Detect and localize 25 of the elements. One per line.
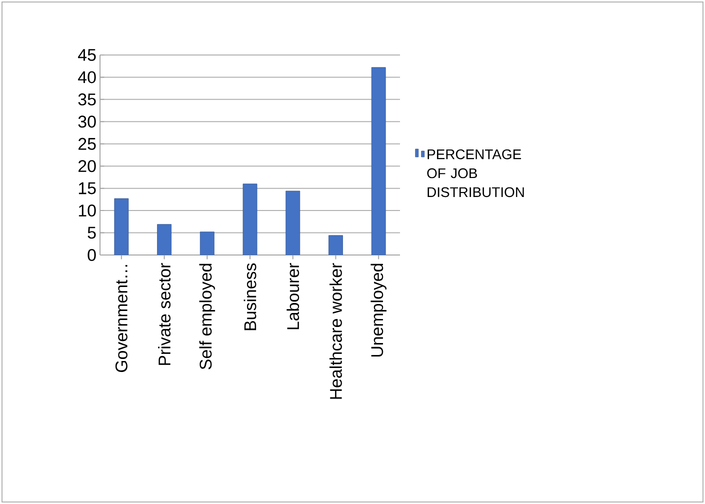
- y-tick-label: 5: [88, 226, 96, 239]
- x-tick-label: Unemployed: [370, 264, 386, 357]
- x-tick-label: Business: [244, 263, 256, 330]
- y-tick-label: 10: [78, 204, 96, 217]
- bar: [200, 232, 214, 255]
- y-tick-label: 0: [88, 248, 96, 261]
- bar: [286, 190, 300, 255]
- y-tick-label: 45: [78, 49, 96, 61]
- y-tick-label: 35: [78, 93, 96, 106]
- x-tick-label: Healthcare worker: [330, 263, 342, 399]
- x-tick-label: Self employed: [199, 264, 216, 370]
- y-tick-label: 40: [78, 71, 96, 84]
- y-tick-label: 20: [78, 160, 96, 172]
- bar: [328, 235, 343, 255]
- x-tick-label: Labourer: [286, 263, 300, 330]
- legend-label: PERCENTAGE OF JOB DISTRIBUTION: [427, 149, 524, 198]
- x-tick-label: Government…: [115, 265, 128, 372]
- bar: [157, 224, 172, 255]
- y-tick-label: 30: [78, 116, 96, 128]
- bar: [114, 198, 129, 255]
- bar: [371, 67, 386, 255]
- y-tick-label: 25: [78, 138, 96, 150]
- x-tick-label: Private sector: [158, 263, 171, 365]
- bar: [242, 184, 258, 255]
- y-tick-label: 15: [78, 182, 96, 194]
